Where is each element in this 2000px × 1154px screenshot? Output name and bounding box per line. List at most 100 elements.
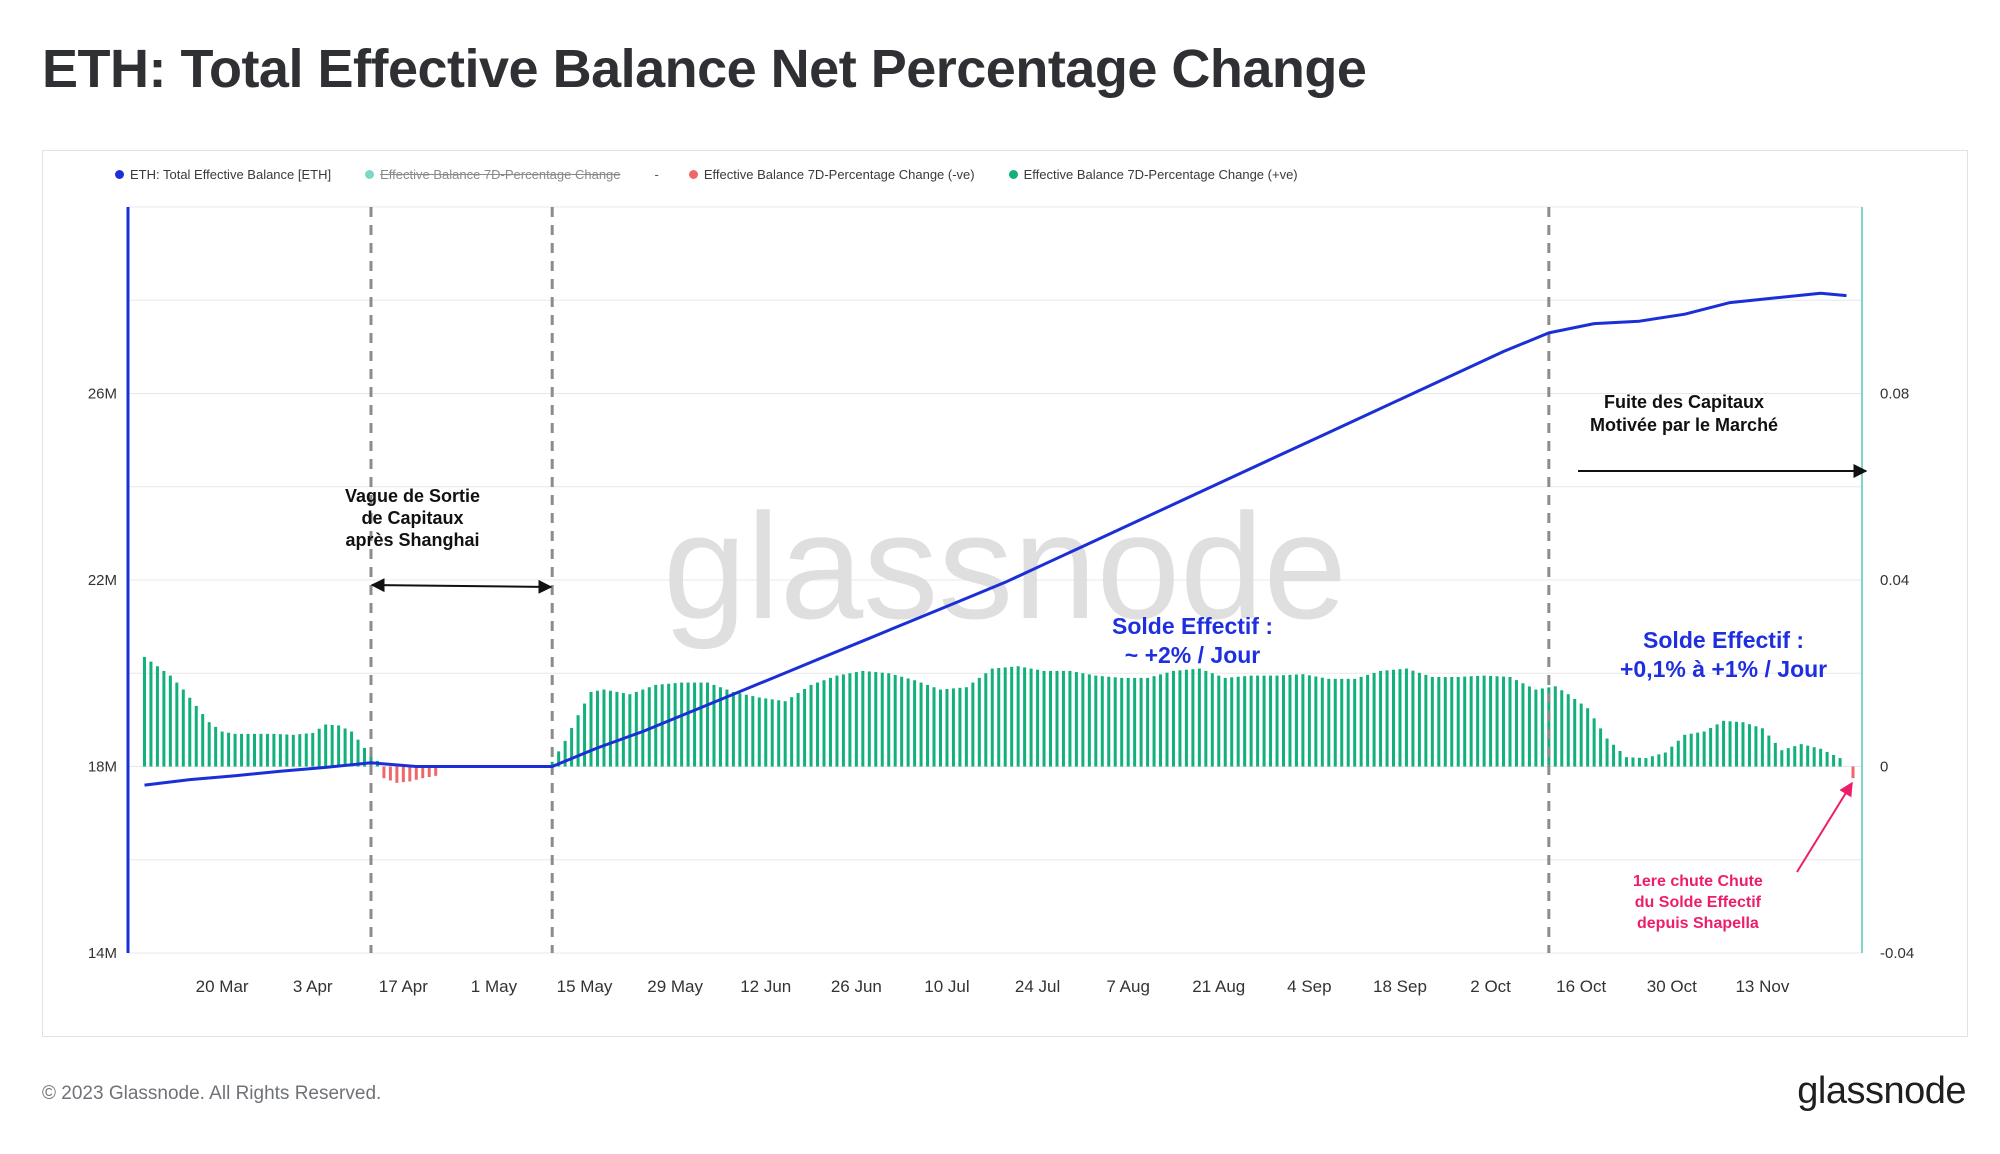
x-tick-label: 21 Aug — [1192, 977, 1245, 996]
positive-bar — [1055, 670, 1059, 767]
positive-bar — [1372, 672, 1376, 767]
negative-bars — [382, 766, 1855, 783]
positive-bar — [1663, 752, 1667, 767]
positive-bar — [1463, 676, 1467, 767]
positive-bar — [790, 697, 794, 767]
positive-bar — [1657, 754, 1661, 767]
positive-bar — [278, 734, 282, 767]
positive-bar — [1683, 734, 1687, 767]
positive-bar — [699, 682, 703, 767]
positive-bar — [1016, 666, 1020, 767]
negative-bar — [414, 766, 418, 780]
positive-bar — [828, 677, 832, 767]
right-tick-label: 0.04 — [1880, 572, 1909, 589]
positive-bar — [958, 687, 962, 767]
positive-bar — [1715, 724, 1719, 767]
footer-copyright: © 2023 Glassnode. All Rights Reserved. — [42, 1083, 382, 1104]
positive-bar — [1301, 674, 1305, 767]
positive-bar — [1670, 746, 1674, 767]
positive-bar — [324, 724, 328, 767]
x-tick-label: 1 May — [471, 977, 518, 996]
legend-dot-icon — [1008, 169, 1018, 179]
positive-bar — [207, 722, 211, 767]
positive-bar — [1689, 733, 1693, 767]
positive-bar — [1379, 670, 1383, 767]
positive-bar — [712, 684, 716, 767]
positive-bar — [1010, 666, 1014, 767]
positive-bar — [1249, 675, 1253, 767]
positive-bar — [162, 670, 166, 767]
positive-bar — [1702, 731, 1706, 767]
x-tick-label: 26 Jun — [831, 977, 882, 996]
positive-bar — [576, 715, 580, 767]
annotation-fuite-capitaux: Fuite des Capitaux Motivée par le Marché — [1590, 391, 1778, 437]
positive-bar — [1489, 675, 1493, 767]
positive-bar — [1527, 686, 1531, 767]
positive-bar — [149, 661, 153, 767]
positive-bar — [738, 693, 742, 767]
positive-bar — [1081, 673, 1085, 767]
legend-dot-icon — [365, 169, 375, 179]
positive-bar — [693, 682, 697, 767]
positive-bar — [227, 732, 231, 767]
chart-legend: ETH: Total Effective Balance [ETH] Effect… — [115, 164, 1332, 184]
x-tick-label: 18 Sep — [1373, 977, 1427, 996]
positive-bar — [570, 728, 574, 767]
annotation-line: 1ere chute Chute — [1633, 873, 1763, 890]
legend-item[interactable]: Effective Balance 7D-Percentage Change (… — [1008, 167, 1298, 182]
positive-bar — [796, 693, 800, 767]
positive-bar — [783, 701, 787, 767]
positive-bar — [1793, 746, 1797, 767]
positive-bar — [1521, 683, 1525, 767]
positive-bar — [621, 693, 625, 767]
left-tick-label: 14M — [88, 945, 117, 962]
positive-bar — [1709, 727, 1713, 767]
positive-bar — [680, 682, 684, 767]
legend-item[interactable]: Effective Balance 7D-Percentage Change (… — [688, 167, 975, 182]
positive-bar — [181, 689, 185, 767]
footer-logo[interactable]: glassnode — [1797, 1070, 1966, 1112]
positive-bar — [337, 725, 341, 767]
negative-bar — [401, 766, 405, 783]
positive-bar — [1133, 677, 1137, 767]
positive-bar — [1592, 718, 1596, 767]
positive-bar — [557, 751, 561, 767]
positive-bar — [1346, 678, 1350, 767]
positive-bar — [1566, 694, 1570, 767]
positive-bar — [1469, 676, 1473, 767]
positive-bar — [1637, 757, 1641, 767]
positive-bar — [1333, 678, 1337, 767]
watermark: glassnode — [663, 482, 1347, 650]
gridlines — [128, 206, 1862, 954]
annotation-line: Solde Effectif : — [1112, 613, 1274, 639]
positive-bar — [175, 682, 179, 767]
positive-bar — [874, 672, 878, 767]
positive-bar — [751, 696, 755, 767]
positive-bar — [1139, 677, 1143, 767]
positive-bar — [1307, 675, 1311, 767]
positive-bar — [330, 725, 334, 767]
positive-bar — [951, 688, 955, 767]
positive-bar — [1269, 675, 1273, 767]
positive-bar — [1450, 676, 1454, 767]
positive-bar — [1773, 742, 1777, 767]
legend-item[interactable]: ETH: Total Effective Balance [ETH] — [115, 167, 331, 182]
positive-bar — [1424, 674, 1428, 767]
positive-bar — [233, 733, 237, 767]
positive-bar — [343, 728, 347, 767]
positive-bar — [583, 703, 587, 767]
legend-dot-icon — [115, 169, 124, 179]
negative-bar — [382, 766, 386, 779]
positive-bar — [1217, 675, 1221, 767]
legend-item[interactable]: Effective Balance 7D-Percentage Change — [365, 167, 621, 182]
positive-bar — [1631, 757, 1635, 767]
positive-bar — [1722, 720, 1726, 767]
positive-bar — [686, 682, 690, 767]
annotation-line: Solde Effectif : — [1643, 627, 1805, 653]
positive-bar — [220, 731, 224, 767]
positive-bar — [1599, 728, 1603, 767]
positive-bar — [725, 689, 729, 767]
positive-bar — [1036, 669, 1040, 767]
x-tick-label: 7 Aug — [1106, 977, 1150, 996]
positive-bar — [906, 678, 910, 767]
